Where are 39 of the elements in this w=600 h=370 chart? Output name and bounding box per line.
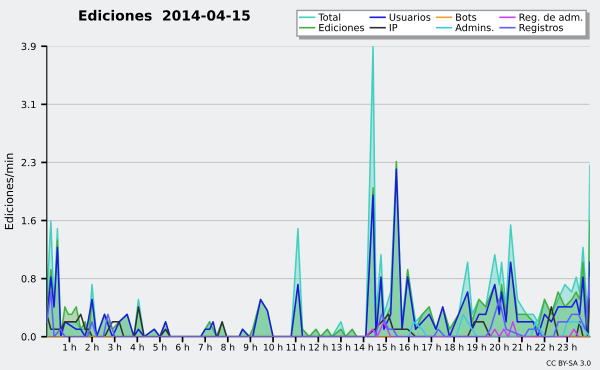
x-tick-label: 17 h <box>422 344 441 351</box>
x-tick-label: 1 h <box>63 344 76 351</box>
x-tick-label: 23 h <box>558 344 576 351</box>
x-tick-label: 19 h <box>468 344 486 351</box>
y-tick-label: 0.0 <box>22 333 36 341</box>
legend-label: IP <box>390 24 398 32</box>
x-tick-label: 12 h <box>309 344 328 351</box>
x-tick-label: 9 h <box>244 344 257 351</box>
x-tick-label: 16 h <box>400 344 418 351</box>
chart-title: Ediciones 2014-04-15 <box>79 10 250 21</box>
x-tick-label: 18 h <box>445 344 464 351</box>
y-tick-label: 3.1 <box>22 100 36 108</box>
y-tick-label: 0.8 <box>22 275 36 282</box>
x-tick-label: 4 h <box>130 344 144 351</box>
x-tick-label: 10 h <box>264 344 282 351</box>
x-tick-label: 11 h <box>286 344 305 351</box>
y-tick-label: 3.9 <box>22 42 36 50</box>
x-tick-label: 22 h <box>535 344 554 351</box>
x-tick-label: 8 h <box>221 344 234 351</box>
legend-label: Registros <box>520 24 564 34</box>
y-tick-label: 1.6 <box>22 217 36 224</box>
x-tick-label: 20 h <box>490 344 509 351</box>
legend-label: Total <box>318 13 340 21</box>
x-tick-label: 7 h <box>198 344 212 351</box>
y-tick-label: 2.3 <box>22 158 36 166</box>
x-tick-label: 14 h <box>354 344 373 351</box>
x-tick-label: 15 h <box>377 344 396 351</box>
x-tick-label: 5 h <box>153 344 166 351</box>
y-axis-title: Ediciones/min <box>4 154 14 230</box>
legend-label: Usuarios <box>390 13 430 21</box>
x-tick-label: 21 h <box>512 344 532 351</box>
legend-label: Admins. <box>455 24 494 32</box>
x-tick-label: 13 h <box>332 344 350 351</box>
legend-label: Bots <box>456 14 476 21</box>
legend-label: Ediciones <box>319 24 364 32</box>
x-tick-label: 2 h <box>86 344 98 351</box>
x-tick-label: 3 h <box>108 344 122 351</box>
x-tick-label: 6 h <box>176 344 189 351</box>
legend-label: Reg. de adm. <box>520 13 582 23</box>
